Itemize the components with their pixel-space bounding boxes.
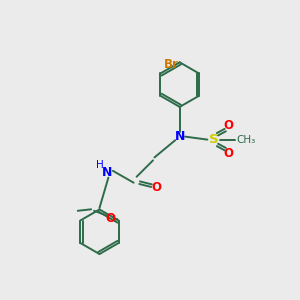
Text: CH₃: CH₃ bbox=[236, 135, 255, 145]
Text: O: O bbox=[224, 147, 234, 160]
Text: O: O bbox=[151, 181, 161, 194]
Text: N: N bbox=[175, 130, 185, 143]
Text: Br: Br bbox=[164, 58, 179, 71]
Text: O: O bbox=[106, 212, 116, 225]
Text: O: O bbox=[224, 119, 234, 132]
Text: N: N bbox=[102, 166, 112, 179]
Text: H: H bbox=[97, 160, 104, 170]
Text: S: S bbox=[209, 133, 219, 146]
